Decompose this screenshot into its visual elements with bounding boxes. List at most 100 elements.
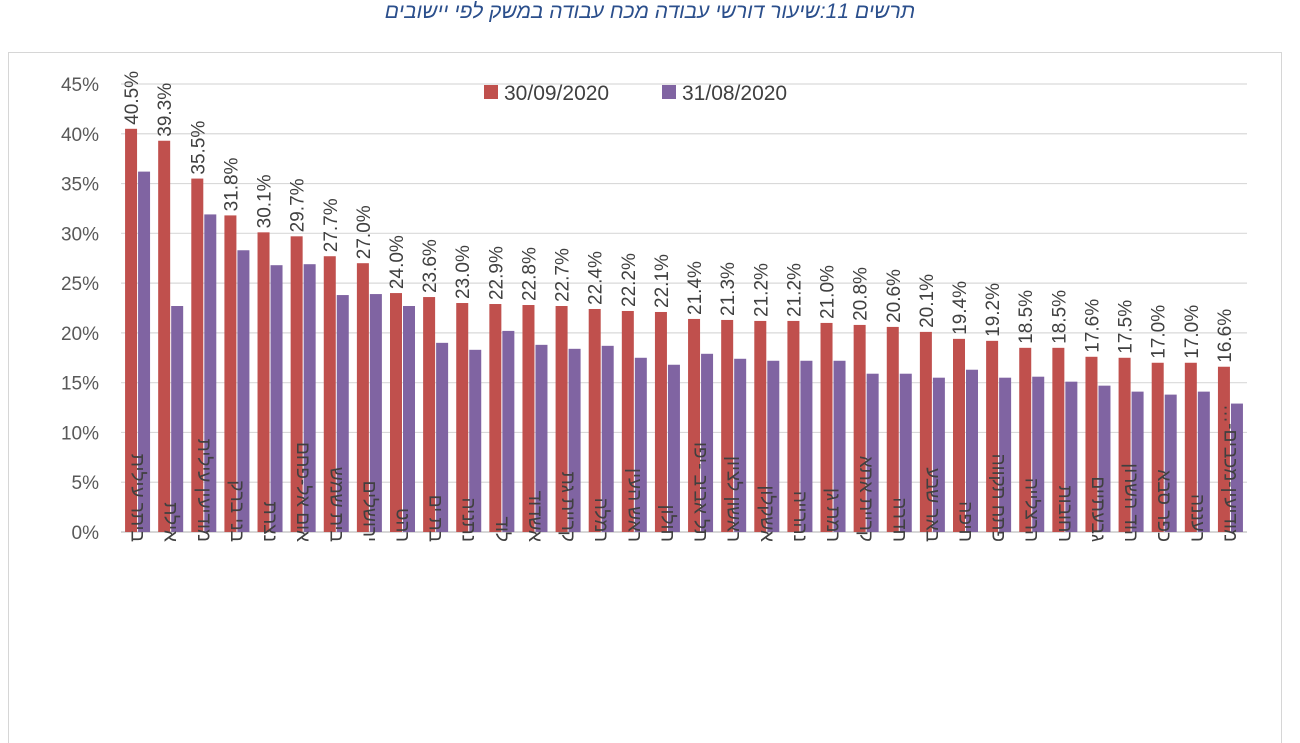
x-tick-label: נתניה (458, 497, 479, 542)
data-label: 23.0% (453, 245, 474, 299)
bar-30-09-2020 (688, 318, 701, 532)
x-tick-label: נצרת (259, 502, 280, 542)
bars (125, 128, 1243, 533)
y-axis: 0% 5% 10% 15% 20% 25% 30% 35% 40% 45% (61, 75, 99, 544)
bar-31-08-2020 (303, 264, 316, 532)
bar-31-08-2020 (601, 345, 614, 532)
bar-30-09-2020 (522, 305, 535, 532)
bar-30-09-2020 (290, 236, 303, 532)
data-label: 17.0% (1182, 305, 1203, 359)
data-label: 31.8% (221, 157, 242, 211)
bar-30-09-2020 (323, 256, 336, 532)
bar-31-08-2020 (1131, 391, 1144, 532)
x-tick-label: מודיעין עילית (193, 439, 214, 542)
bar-30-09-2020 (125, 128, 138, 533)
data-label: 18.5% (1016, 290, 1037, 344)
x-tick-label: קריית אתא (855, 456, 876, 542)
x-tick-label: חדרה (888, 497, 909, 542)
bar-31-08-2020 (932, 377, 945, 532)
data-label: 20.6% (884, 269, 905, 323)
x-tick-label: ראשון לציון (723, 456, 744, 542)
data-label: 17.0% (1149, 305, 1170, 359)
bar-30-09-2020 (1184, 362, 1197, 532)
data-label: 22.2% (619, 253, 640, 307)
bar-30-09-2020 (986, 340, 999, 532)
x-tick-label: חיפה (955, 501, 976, 542)
data-label: 23.6% (420, 239, 441, 293)
x-tick-label: ביתר עילית (127, 454, 148, 542)
x-tick-label: ראש העין (623, 468, 644, 542)
chart-caption: תרשים 11:שיעור דורשי עבודה מכח עבודה במש… (384, 0, 916, 23)
bar-chart: 0% 5% 10% 15% 20% 25% 30% 35% 40% 45% 40.5% 39.3% 3… (61, 71, 1247, 544)
legend: 30/09/2020 31/08/2020 (484, 82, 787, 105)
x-tick-label: הוד השרון (1120, 463, 1141, 542)
bar-30-09-2020 (555, 306, 568, 532)
y-tick-label: 35% (61, 175, 99, 196)
bar-30-09-2020 (158, 140, 171, 532)
bar-31-08-2020 (171, 306, 184, 532)
x-tick-label: באר שבע (921, 467, 942, 542)
bar-31-08-2020 (403, 306, 415, 532)
y-tick-label: 30% (61, 224, 99, 245)
x-tick-label: רחובות (1054, 486, 1075, 542)
x-tick-label: פתח תקווה (988, 454, 1009, 542)
x-tick-label: רעננה (1186, 494, 1207, 542)
bar-31-08-2020 (138, 171, 151, 532)
data-label: 29.7% (288, 178, 309, 232)
y-tick-label: 20% (61, 324, 99, 345)
bar-30-09-2020 (820, 322, 833, 532)
bar-31-08-2020 (1098, 385, 1111, 532)
bar-31-08-2020 (899, 373, 912, 532)
bar-31-08-2020 (634, 357, 647, 532)
bar-31-08-2020 (767, 360, 780, 532)
bar-30-09-2020 (721, 319, 734, 532)
x-tick-label: הרצלייה (1021, 478, 1042, 542)
bar-31-08-2020 (369, 294, 382, 532)
x-tick-label: בת ים (425, 495, 446, 542)
bar-31-08-2020 (237, 250, 250, 532)
bar-30-09-2020 (787, 320, 800, 532)
bar-30-09-2020 (1085, 356, 1098, 532)
bar-31-08-2020 (469, 349, 482, 532)
legend-entry: 31/08/2020 (682, 82, 787, 105)
legend-entry: 30/09/2020 (504, 82, 609, 105)
bar-30-09-2020 (588, 308, 601, 532)
bar-31-08-2020 (966, 369, 978, 532)
x-tick-label: רמת גן (822, 488, 843, 542)
bar-31-08-2020 (866, 373, 879, 532)
bar-30-09-2020 (1151, 362, 1164, 532)
x-tick-label: גבעתיים (1087, 476, 1108, 542)
bar-30-09-2020 (356, 263, 369, 532)
bar-31-08-2020 (701, 353, 714, 532)
x-tick-label: בני ברק (226, 480, 247, 542)
data-label: 22.7% (553, 248, 574, 302)
bar-30-09-2020 (754, 320, 767, 532)
x-tick-label: אילת (160, 502, 181, 542)
x-tick-label: רמלה (590, 498, 611, 542)
bar-31-08-2020 (436, 342, 449, 532)
bar-31-08-2020 (204, 214, 217, 532)
data-label: 27.0% (354, 205, 375, 259)
data-label: 27.7% (321, 198, 342, 252)
data-label: 21.0% (818, 265, 839, 319)
bar-31-08-2020 (1197, 391, 1210, 532)
bar-31-08-2020 (502, 330, 515, 532)
bar-30-09-2020 (191, 178, 204, 533)
legend-swatch (662, 85, 676, 99)
x-tick-label: קריית גת (557, 472, 578, 542)
x-tick-label: אום אל-פחם (292, 442, 313, 542)
x-tick-label: לוד (491, 516, 512, 542)
chart-area: 0% 5% 10% 15% 20% 25% 30% 35% 40% 45% 40.5% 39.3% 3… (8, 52, 1282, 743)
legend-swatch (484, 85, 498, 99)
data-label: 35.5% (188, 121, 209, 175)
y-tick-label: 15% (61, 374, 99, 395)
data-label: 22.8% (519, 247, 540, 301)
x-tick-label: תל אביב -יפו (690, 442, 711, 542)
y-tick-label: 25% (61, 274, 99, 295)
bar-30-09-2020 (456, 303, 469, 532)
bar-30-09-2020 (257, 232, 270, 533)
x-tick-label: מודיעין-מכבים-… (1219, 404, 1240, 542)
bar-31-08-2020 (1065, 381, 1078, 532)
data-label: 16.6% (1215, 309, 1236, 363)
x-tick-label: אשדוד (524, 491, 545, 542)
